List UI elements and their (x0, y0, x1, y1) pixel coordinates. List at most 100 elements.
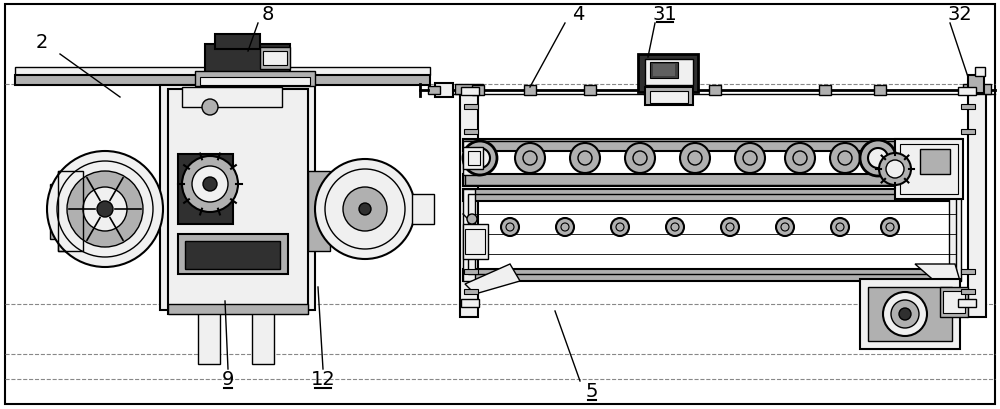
Bar (463, 175, 961, 187)
Bar (650, 92, 688, 104)
Circle shape (556, 218, 574, 236)
Bar (524, 86, 536, 96)
Bar (252, 309, 274, 364)
Bar (468, 152, 480, 166)
Bar (819, 86, 831, 96)
Text: 4: 4 (572, 4, 584, 23)
Circle shape (463, 142, 497, 175)
Circle shape (830, 144, 860, 173)
Bar (584, 86, 596, 96)
Bar (205, 45, 290, 73)
Bar (463, 139, 961, 152)
Polygon shape (465, 264, 520, 294)
Bar (168, 90, 308, 314)
Bar (963, 85, 991, 95)
Circle shape (343, 188, 387, 231)
Bar (195, 72, 315, 87)
Bar (263, 52, 287, 66)
Bar (961, 130, 975, 135)
Bar (464, 105, 478, 110)
Bar (215, 35, 260, 50)
Bar (465, 142, 960, 186)
Text: 2: 2 (36, 32, 48, 52)
Bar (178, 234, 288, 274)
Bar (58, 172, 83, 252)
Bar (178, 155, 233, 225)
Bar (168, 304, 308, 314)
Bar (461, 88, 479, 96)
Bar (308, 172, 330, 252)
Bar (330, 184, 345, 239)
Circle shape (776, 218, 794, 236)
Circle shape (47, 152, 163, 267)
Bar (975, 68, 985, 77)
Circle shape (570, 144, 600, 173)
Circle shape (625, 144, 655, 173)
Circle shape (202, 100, 218, 116)
Bar (645, 60, 693, 86)
Circle shape (192, 166, 228, 202)
Circle shape (470, 148, 490, 169)
Bar (260, 48, 290, 70)
Bar (874, 86, 886, 96)
Bar (958, 299, 976, 307)
Bar (645, 88, 693, 106)
Text: 31: 31 (653, 4, 677, 23)
Bar (868, 287, 952, 341)
Bar (463, 225, 488, 259)
Bar (644, 86, 656, 96)
Bar (920, 150, 950, 175)
Bar (463, 189, 961, 202)
Bar (435, 84, 453, 98)
Bar (900, 145, 958, 195)
Circle shape (182, 157, 238, 213)
Bar (464, 130, 478, 135)
Bar (463, 148, 483, 170)
Bar (182, 88, 282, 108)
Bar (961, 270, 975, 274)
Circle shape (611, 218, 629, 236)
Circle shape (785, 144, 815, 173)
Bar (455, 85, 483, 95)
Bar (460, 88, 478, 317)
Circle shape (831, 218, 849, 236)
Bar (968, 88, 986, 317)
Bar (15, 68, 430, 76)
Bar (15, 76, 430, 86)
Bar (958, 88, 976, 96)
Circle shape (666, 218, 684, 236)
Text: 5: 5 (586, 382, 598, 400)
Bar (638, 55, 698, 93)
Circle shape (886, 161, 904, 179)
Bar (650, 63, 678, 79)
Bar (160, 86, 315, 310)
Bar (58, 172, 83, 252)
Circle shape (67, 172, 143, 247)
Bar (968, 76, 984, 94)
Circle shape (860, 141, 896, 177)
Circle shape (721, 218, 739, 236)
Bar (50, 184, 65, 239)
Bar (653, 65, 675, 77)
Bar (340, 178, 365, 245)
Polygon shape (463, 142, 480, 175)
Circle shape (881, 218, 899, 236)
Bar (860, 279, 960, 349)
Bar (464, 270, 478, 274)
Bar (465, 229, 485, 254)
Bar (949, 189, 961, 281)
Circle shape (891, 300, 919, 328)
Circle shape (83, 188, 127, 231)
Bar (463, 270, 961, 281)
Circle shape (899, 308, 911, 320)
Circle shape (501, 218, 519, 236)
Circle shape (515, 144, 545, 173)
Bar (940, 287, 968, 317)
Circle shape (467, 214, 477, 225)
Text: 8: 8 (262, 4, 274, 23)
Bar (463, 189, 475, 281)
Bar (428, 87, 440, 95)
Text: 12: 12 (311, 370, 335, 389)
Text: 32: 32 (948, 4, 972, 23)
Bar (464, 289, 478, 294)
